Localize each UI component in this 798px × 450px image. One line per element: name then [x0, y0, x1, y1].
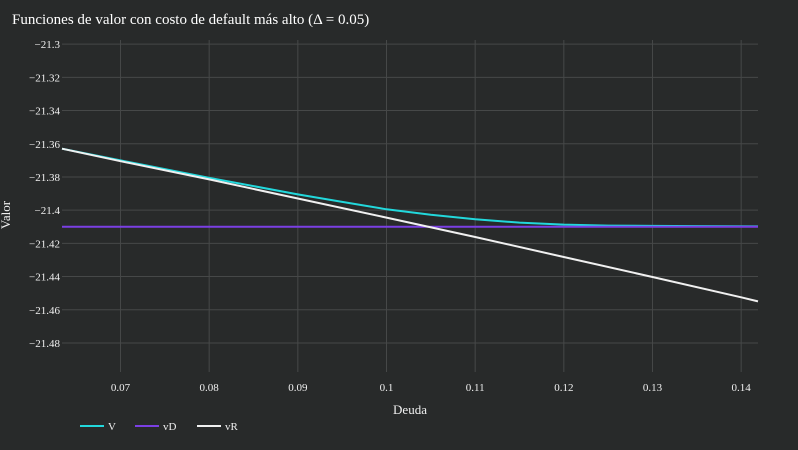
series-line-v [61, 147, 759, 228]
y-tick-label: −21.44 [29, 272, 60, 284]
x-tick-labels: 0.07 0.08 0.09 0.1 0.11 0.12 0.13 0.14 [111, 382, 751, 394]
x-tick-label: 0.07 [111, 382, 131, 394]
y-tick-label: −21.48 [29, 338, 60, 350]
grid [62, 40, 758, 372]
chart-title: Funciones de valor con costo de default … [12, 12, 369, 28]
x-tick-label: 0.08 [200, 382, 220, 394]
x-axis-title: Deuda [393, 402, 427, 417]
y-tick-label: −21.34 [29, 106, 60, 118]
y-tick-labels: −21.3 −21.32 −21.34 −21.36 −21.38 −21.4 −21.42… [29, 39, 60, 350]
legend-label: vD [163, 421, 177, 433]
y-tick-label: −21.4 [35, 205, 61, 217]
legend-item-v[interactable]: V [80, 421, 116, 433]
y-tick-label: −21.3 [35, 39, 61, 51]
x-tick-label: 0.14 [732, 382, 752, 394]
y-tick-label: −21.46 [29, 305, 60, 317]
legend-label: vR [225, 421, 239, 433]
legend-label: V [108, 421, 116, 433]
y-tick-label: −21.36 [29, 139, 60, 151]
y-axis-title: Valor [0, 200, 13, 229]
series-lines [61, 147, 759, 303]
y-tick-label: −21.38 [29, 172, 60, 184]
x-tick-label: 0.12 [554, 382, 573, 394]
legend-item-vd[interactable]: vD [135, 421, 177, 433]
x-tick-label: 0.09 [288, 382, 308, 394]
y-tick-label: −21.42 [29, 238, 60, 250]
legend-item-vr[interactable]: vR [197, 421, 239, 433]
x-tick-label: 0.13 [643, 382, 663, 394]
series-line-vr [61, 147, 759, 303]
x-tick-label: 0.11 [466, 382, 485, 394]
x-tick-label: 0.1 [380, 382, 394, 394]
y-tick-label: −21.32 [29, 72, 60, 84]
